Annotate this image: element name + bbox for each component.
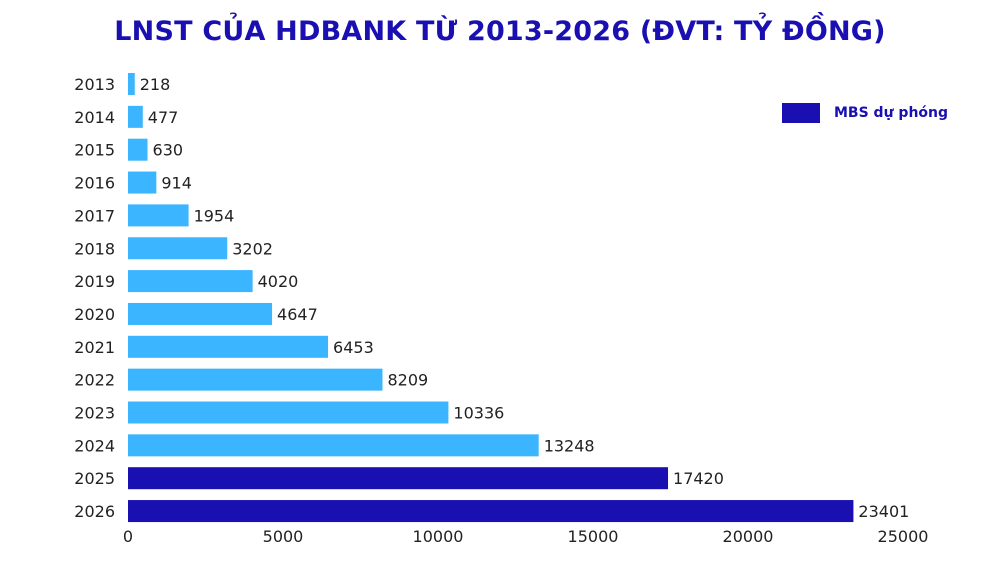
- category-label-2013: 2013: [74, 75, 115, 94]
- bar-2021: [128, 335, 329, 358]
- category-label-2017: 2017: [74, 206, 115, 225]
- bar-2024: [128, 434, 539, 457]
- data-label-2022: 8209: [387, 371, 428, 390]
- data-label-2019: 4020: [258, 272, 299, 291]
- bar-2015: [128, 138, 148, 161]
- x-tick-label-4: 20000: [723, 527, 774, 546]
- x-tick-label-5: 25000: [878, 527, 929, 546]
- legend-label-forecast: MBS dự phóng: [834, 105, 949, 121]
- category-label-2015: 2015: [74, 141, 115, 160]
- data-label-2015: 630: [153, 141, 184, 160]
- category-label-2020: 2020: [74, 305, 115, 324]
- bar-2022: [128, 368, 383, 391]
- x-tick-label-3: 15000: [568, 527, 619, 546]
- category-label-2024: 2024: [74, 436, 115, 455]
- data-label-2021: 6453: [333, 338, 374, 357]
- bar-2017: [128, 204, 189, 227]
- data-label-2017: 1954: [194, 206, 235, 225]
- category-label-2019: 2019: [74, 272, 115, 291]
- data-label-2020: 4647: [277, 305, 318, 324]
- category-label-2014: 2014: [74, 108, 115, 127]
- data-label-2023: 10336: [453, 404, 504, 423]
- category-label-2022: 2022: [74, 371, 115, 390]
- data-label-2018: 3202: [232, 239, 273, 258]
- bar-2025: [128, 467, 669, 490]
- category-label-2026: 2026: [74, 502, 115, 521]
- data-label-2025: 17420: [673, 469, 724, 488]
- x-tick-label-1: 5000: [263, 527, 304, 546]
- bar-2020: [128, 302, 273, 325]
- data-label-2016: 914: [161, 174, 192, 193]
- x-tick-label-2: 10000: [413, 527, 464, 546]
- data-label-2013: 218: [140, 75, 171, 94]
- legend: MBS dự phóng: [782, 103, 948, 123]
- data-label-2026: 23401: [858, 502, 909, 521]
- category-label-2025: 2025: [74, 469, 115, 488]
- bar-2014: [128, 105, 143, 128]
- category-label-2016: 2016: [74, 174, 115, 193]
- bar-2023: [128, 401, 449, 424]
- bar-2026: [128, 500, 854, 523]
- category-label-2018: 2018: [74, 239, 115, 258]
- data-label-2014: 477: [148, 108, 179, 127]
- x-tick-label-0: 0: [123, 527, 133, 546]
- bar-2013: [128, 73, 135, 95]
- chart-title: LNST CỦA HDBANK TỪ 2013-2026 (ĐVT: TỶ ĐỒ…: [114, 16, 886, 47]
- data-label-2024: 13248: [544, 436, 595, 455]
- category-label-2023: 2023: [74, 404, 115, 423]
- bar-2019: [128, 270, 253, 293]
- bar-2018: [128, 237, 228, 260]
- bar-2016: [128, 171, 157, 194]
- category-label-2021: 2021: [74, 338, 115, 357]
- legend-swatch-forecast: [782, 103, 820, 123]
